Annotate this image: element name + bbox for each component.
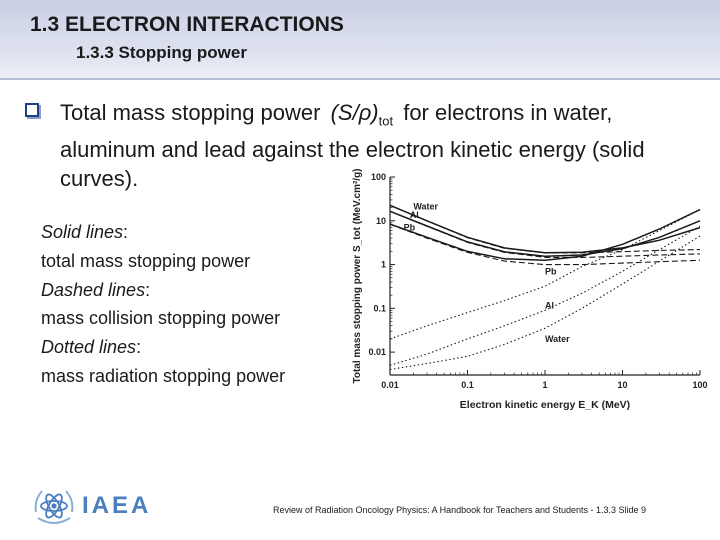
y-tick-label: 10 [376,216,386,226]
legend-solid: Solid lines: [41,222,129,242]
y-tick-label: 0.1 [373,303,386,313]
legend-solid-desc: total mass stopping power [41,250,251,271]
annotation-label: Al [545,300,554,310]
series-pb-solid [389,208,701,262]
stopping-power-formula: (S/ρ)tot [327,100,398,129]
slide-subtitle: 1.3.3 Stopping power [76,43,247,62]
series-pb-dashed [389,223,701,266]
annotation-label: Water [545,334,570,344]
y-tick-label: 0.01 [368,347,386,357]
annotation-label: Pb [404,222,416,232]
x-tick-label: 0.01 [381,380,399,390]
series-water-dashed [389,204,701,254]
y-tick-label: 1 [381,260,386,270]
atom-emblem-icon [34,490,74,524]
annotation-label: Pb [545,266,557,276]
y-tick-label: 100 [371,172,386,182]
legend-dashed-desc: mass collision stopping power [41,308,281,329]
x-tick-label: 100 [692,380,707,390]
legend-dashed-term: Dashed lines [41,279,146,300]
x-tick-label: 0.1 [461,380,474,390]
x-axis-label: Electron kinetic energy E_K (MeV) [460,399,630,411]
bullet-text-before: Total mass stopping power [60,100,327,125]
legend-dotted-term: Dotted lines [41,337,137,358]
header-divider [0,78,720,80]
bullet-text-after: for electrons in water, aluminum and lea… [60,100,645,192]
iaea-logo-text: IAEA [82,492,152,519]
legend-dashed: Dashed lines: [41,279,151,300]
annotation-label: Water [413,202,438,212]
y-axis-label: Total mass stopping power S_tot (MeV.cm²… [352,168,363,383]
iaea-logo: IAEA [30,482,160,532]
formula-subscript: tot [378,113,394,129]
slide-title: 1.3 ELECTRON INTERACTIONS [30,13,344,36]
series-water-dotted [389,235,701,371]
bullet-box-icon [25,103,41,119]
annotation-label: Al [410,210,419,220]
legend-dotted: Dotted lines: [41,337,142,358]
series-pb-dotted [389,209,701,340]
series-al-dashed [389,210,701,259]
x-tick-label: 1 [542,380,547,390]
x-tick-label: 10 [617,380,627,390]
formula-main: (S/ρ) [330,100,379,125]
series-al-dotted [389,225,701,366]
line-style-legend: Solid lines: total mass stopping power D… [41,218,331,391]
header-band [0,0,720,78]
bullet-paragraph: Total mass stopping power (S/ρ)tot for e… [60,98,710,193]
legend-solid-term: Solid lines [41,222,124,242]
footer-citation: Review of Radiation Oncology Physics: A … [273,505,647,515]
legend-dotted-desc: mass radiation stopping power [41,365,286,386]
stopping-power-chart: 0.01 0.1 1 10 1001001010.10.01WaterAlPbPbAlW… [352,168,708,411]
